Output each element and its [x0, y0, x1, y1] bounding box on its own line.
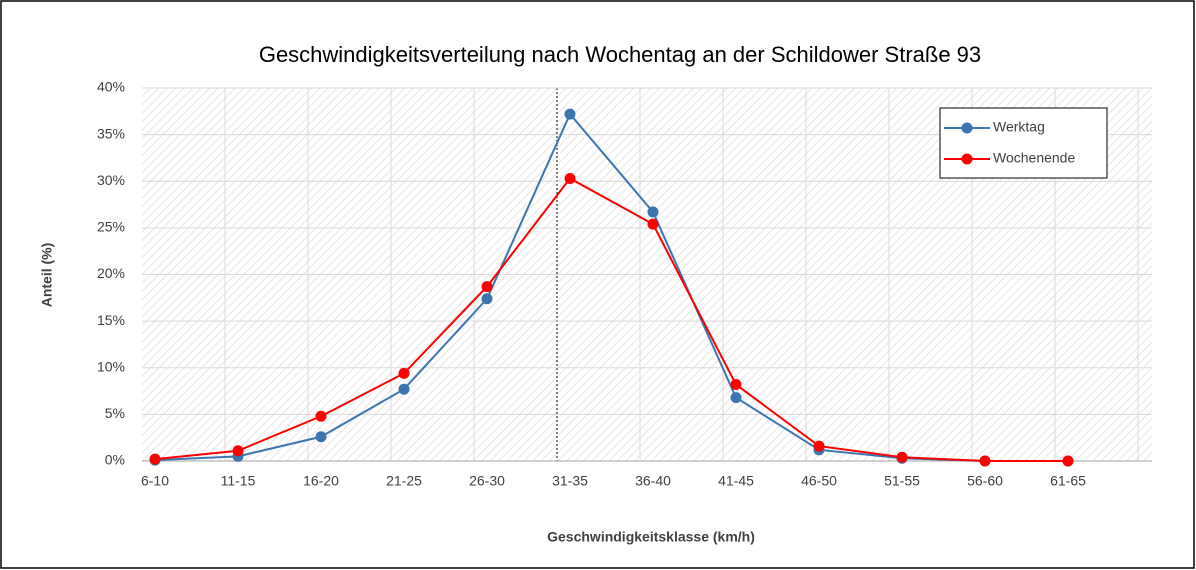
x-tick-label: 16-20: [303, 473, 339, 489]
y-tick-label: 5%: [105, 405, 125, 421]
x-tick-label: 46-50: [801, 473, 837, 489]
data-point: [730, 392, 742, 404]
data-point: [398, 367, 410, 379]
data-point: [647, 206, 659, 218]
legend-box: [939, 107, 1108, 179]
x-tick-label: 26-30: [469, 473, 505, 489]
legend-label: Wochenende: [993, 150, 1075, 166]
data-point: [813, 440, 825, 452]
y-tick-label: 30%: [97, 172, 125, 188]
series-line: [154, 177, 1068, 462]
x-tick-label: 21-25: [386, 473, 422, 489]
data-point: [730, 379, 742, 391]
data-point: [315, 431, 327, 443]
y-tick-label: 25%: [97, 219, 125, 235]
x-tick-label: 41-45: [718, 473, 754, 489]
data-point: [315, 410, 327, 422]
y-tick-label: 40%: [97, 79, 125, 95]
data-point: [564, 108, 576, 120]
data-point: [481, 281, 493, 293]
y-tick-label: 35%: [97, 125, 125, 141]
y-axis-label: Anteil (%): [39, 243, 55, 308]
data-point: [1062, 455, 1074, 467]
x-tick-label: 31-35: [552, 473, 588, 489]
chart-title: Geschwindigkeitsverteilung nach Wochenta…: [259, 42, 981, 67]
x-tick-label: 11-15: [221, 473, 256, 489]
data-point: [979, 455, 991, 467]
x-tick-label: 36-40: [635, 473, 671, 489]
data-point: [564, 172, 576, 184]
legend-marker: [961, 122, 973, 134]
x-axis-label: Geschwindigkeitsklasse (km/h): [547, 529, 755, 545]
data-point: [232, 445, 244, 457]
y-tick-label: 15%: [97, 312, 125, 328]
data-point: [896, 451, 908, 463]
data-point: [149, 453, 161, 465]
y-tick-label: 20%: [97, 265, 125, 281]
data-point: [398, 383, 410, 395]
y-tick-label: 10%: [97, 358, 125, 374]
x-tick-label: 56-60: [967, 473, 1003, 489]
data-point: [647, 218, 659, 230]
legend-marker: [961, 153, 973, 165]
y-tick-label: 0%: [105, 452, 125, 468]
x-tick-label: 51-55: [884, 473, 920, 489]
x-tick-label: 6-10: [141, 473, 169, 489]
legend-label: Werktag: [993, 119, 1045, 135]
data-point: [481, 293, 493, 305]
x-tick-label: 61-65: [1050, 473, 1086, 489]
